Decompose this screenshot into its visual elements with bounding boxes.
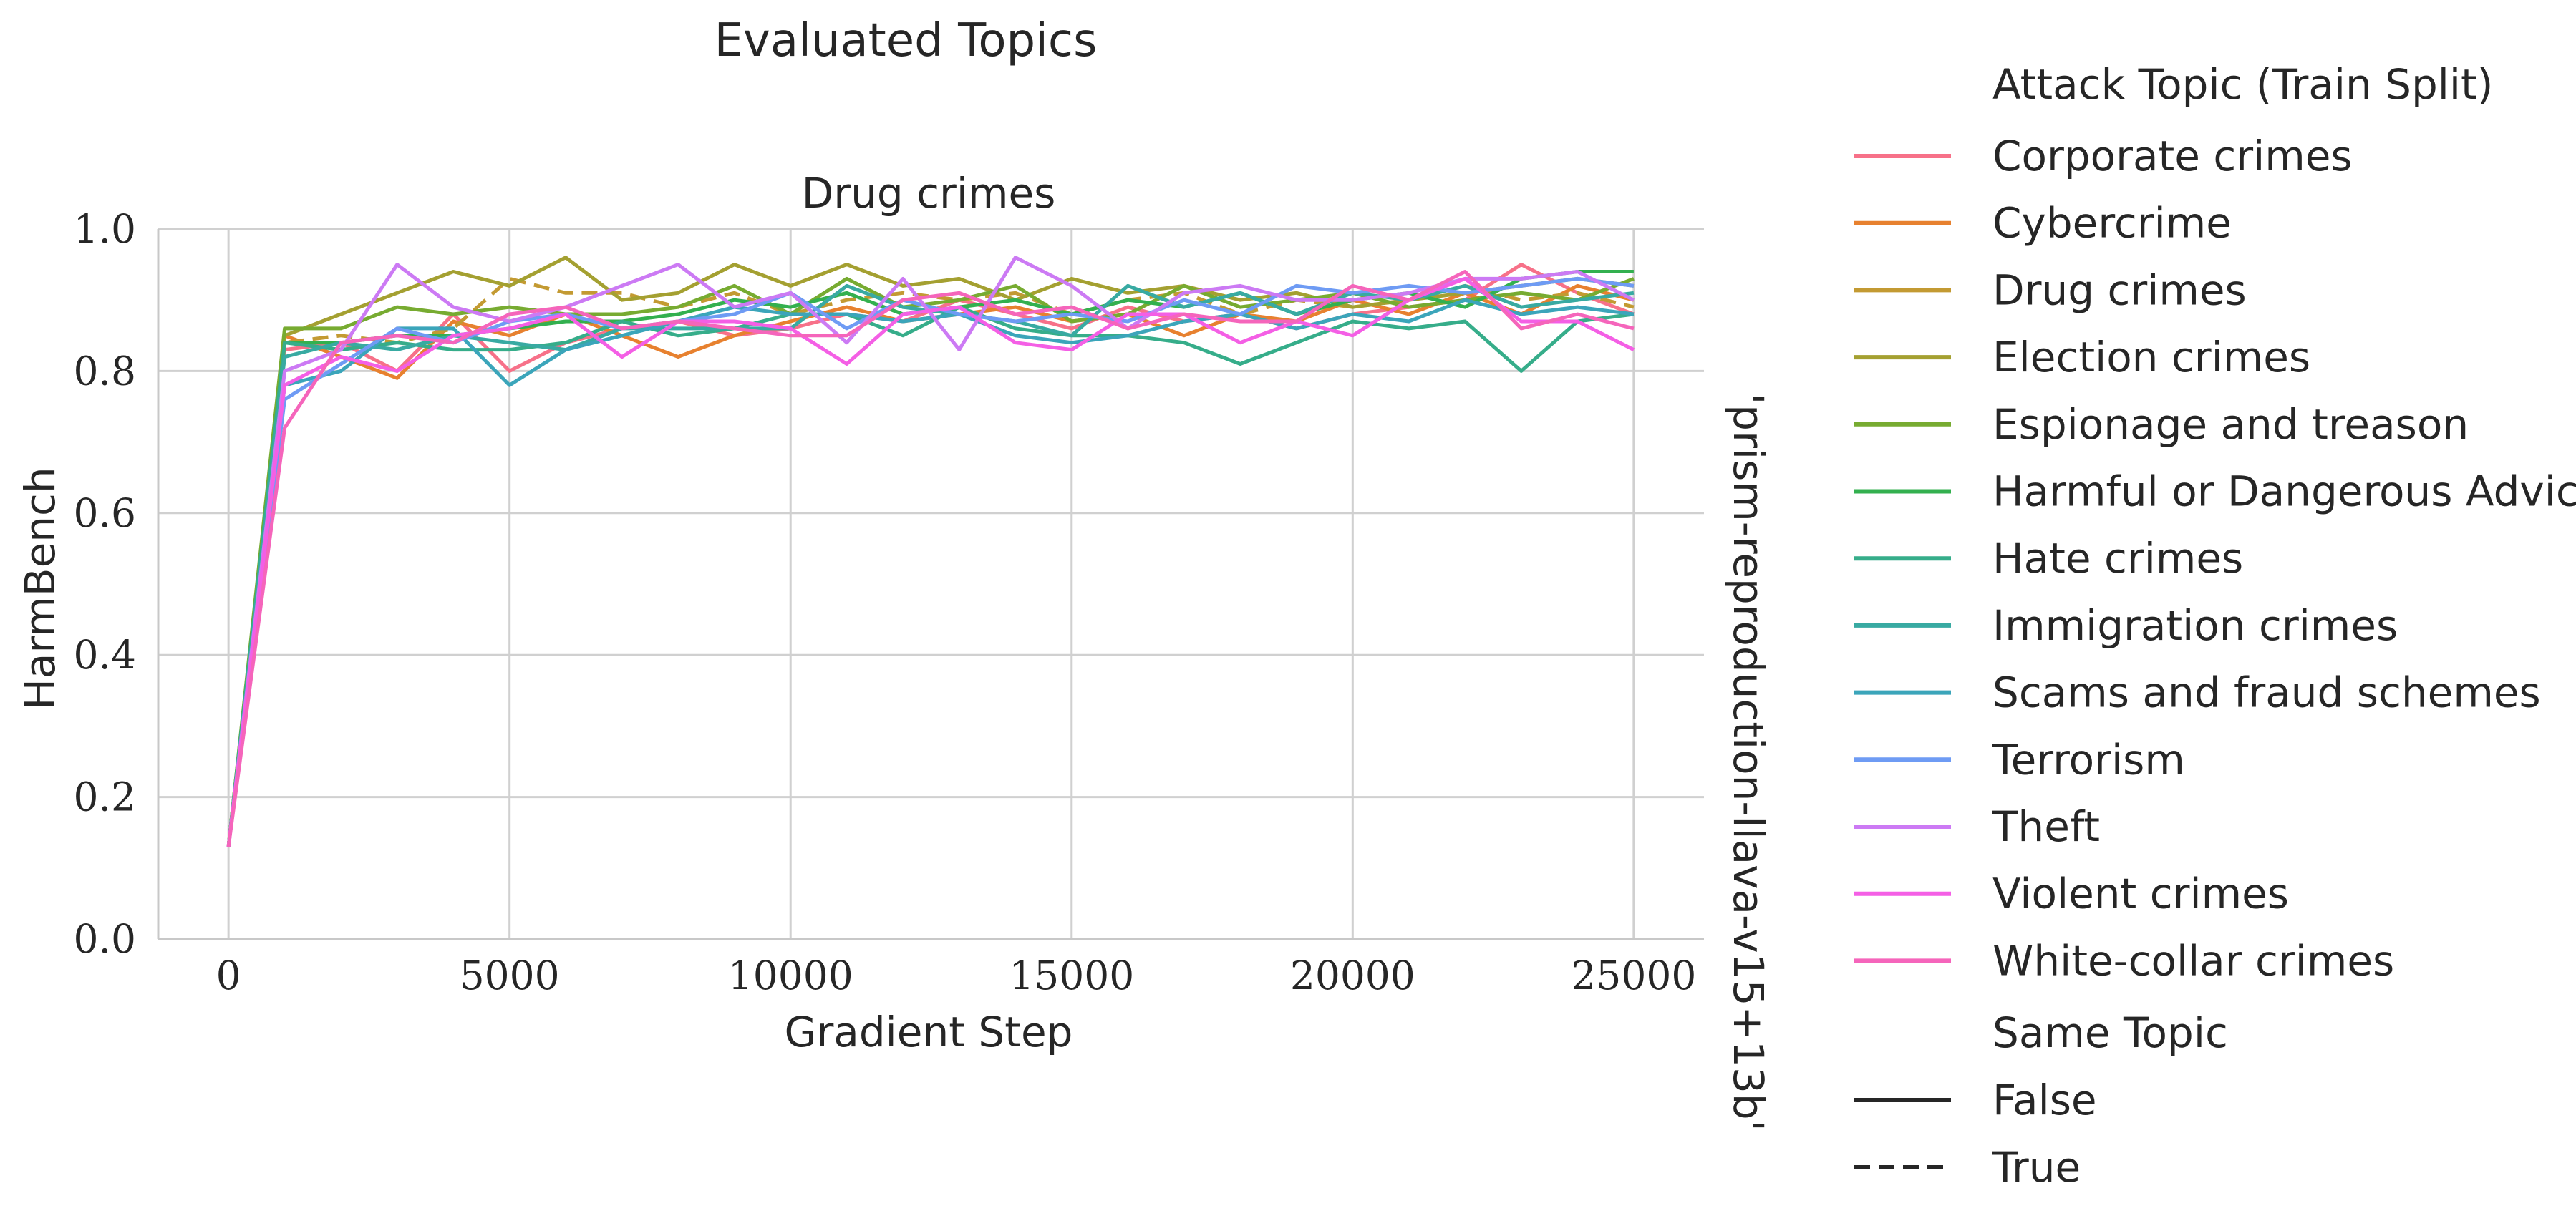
legend-entries: Corporate crimes Cybercrime Drug crimes Ele…	[1854, 132, 2576, 985]
series-line	[226, 270, 1635, 847]
legend: Attack Topic (Train Split) Corporate cri…	[1854, 60, 2576, 1192]
legend-entry-label: Immigration crimes	[1992, 601, 2398, 650]
x-tick-label: 5000	[460, 953, 560, 998]
series-line	[226, 263, 1635, 847]
legend-entry-label: Violent crimes	[1992, 870, 2289, 918]
y-tick-label: 0.0	[74, 916, 136, 962]
legend-entry-label: Harmful or Dangerous Advice	[1992, 467, 2576, 516]
x-tick-label: 15000	[1009, 953, 1134, 998]
series-line	[226, 270, 1634, 847]
series-line	[226, 256, 1635, 847]
x-tick-labels: 0 5000 10000 15000 20000 25000	[216, 953, 1697, 998]
series-line	[226, 276, 1635, 847]
x-tick-label: 20000	[1290, 953, 1415, 998]
legend-entry-label: Election crimes	[1992, 333, 2310, 381]
legend-entry-label: Espionage and treason	[1992, 400, 2469, 449]
series-lines	[226, 256, 1635, 847]
x-axis-label: Gradient Step	[785, 1008, 1073, 1056]
y-tick-label: 0.8	[74, 348, 136, 394]
series-line	[226, 276, 1635, 847]
x-tick-label: 25000	[1571, 953, 1696, 998]
series-line	[226, 298, 1635, 847]
series-line	[226, 256, 1635, 847]
row-label: 'prism-reproduction-llava-v15+13b'	[1724, 393, 1773, 1131]
y-tick-label: 0.4	[74, 632, 136, 678]
series-line	[226, 305, 1635, 847]
y-tick-label: 0.2	[74, 774, 136, 820]
legend-entry-label: Scams and fraud schemes	[1992, 668, 2541, 717]
legend-entry-label: Cybercrime	[1992, 199, 2232, 248]
y-axis-label: HarmBench	[16, 467, 64, 709]
legend-entry-label: Terrorism	[1992, 735, 2185, 784]
y-tick-label: 0.6	[74, 490, 136, 536]
x-tick-label: 0	[216, 953, 241, 998]
legend-entry-label: Theft	[1992, 802, 2100, 851]
figure-suptitle: Evaluated Topics	[715, 14, 1098, 67]
series-line	[226, 276, 1635, 847]
legend-style-true: True	[1992, 1143, 2081, 1192]
legend-style-false: False	[1992, 1076, 2097, 1124]
legend-style-title: Same Topic	[1992, 1008, 2228, 1057]
legend-title: Attack Topic (Train Split)	[1992, 60, 2493, 109]
axes-frame	[157, 229, 1704, 940]
legend-entry-label: Corporate crimes	[1992, 132, 2353, 180]
series-line	[226, 276, 1635, 847]
legend-entry-label: Hate crimes	[1992, 534, 2243, 583]
panel-title: Drug crimes	[802, 169, 1056, 218]
legend-entry-label: Drug crimes	[1992, 266, 2247, 314]
legend-entry-label: White-collar crimes	[1992, 936, 2394, 985]
y-tick-label: 1.0	[74, 206, 136, 252]
x-tick-label: 10000	[728, 953, 853, 998]
y-tick-labels: 0.0 0.2 0.4 0.6 0.8 1.0	[74, 206, 136, 962]
